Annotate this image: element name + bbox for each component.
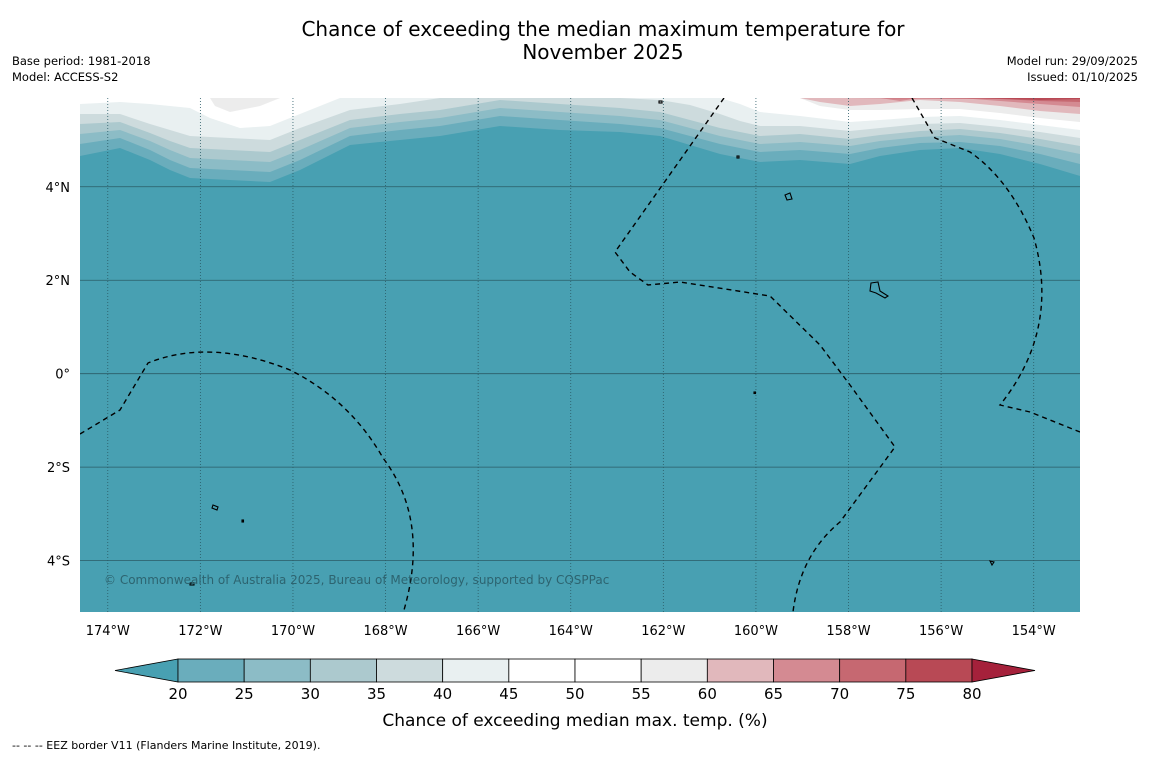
title-line-2: November 2025 bbox=[522, 40, 684, 64]
longitude-label: 164°W bbox=[549, 624, 593, 639]
colorbar-title: Chance of exceeding median max. temp. (%… bbox=[382, 711, 767, 731]
islands bbox=[189, 100, 995, 586]
graticule bbox=[80, 98, 1080, 612]
colorbar-bin bbox=[905, 658, 973, 683]
colorbar-tick-label: 35 bbox=[367, 685, 386, 703]
colorbar-tick-label: 80 bbox=[962, 685, 981, 703]
colorbar-tick-label: 30 bbox=[301, 685, 320, 703]
colorbar-tick-label: 25 bbox=[235, 685, 254, 703]
island-outline bbox=[189, 582, 195, 586]
island-outline bbox=[241, 519, 245, 523]
longitude-label: 154°W bbox=[1012, 624, 1056, 639]
copyright-notice: © Commonwealth of Australia 2025, Bureau… bbox=[104, 573, 609, 587]
colorbar bbox=[114, 658, 1036, 683]
eez-border-central bbox=[614, 98, 896, 612]
issued-date: Issued: 01/10/2025 bbox=[1027, 70, 1138, 84]
island-outline bbox=[784, 192, 793, 201]
colorbar-bin bbox=[243, 658, 311, 683]
ocean-below-20-fill bbox=[80, 98, 1080, 612]
eez-border-east bbox=[911, 98, 1080, 433]
colorbar-ticks: 20 25 30 35 40 45 50 55 60 65 70 75 80 bbox=[168, 685, 981, 703]
colorbar-tick-label: 40 bbox=[433, 685, 452, 703]
model-name: Model: ACCESS-S2 bbox=[12, 70, 119, 84]
island-outline bbox=[753, 391, 757, 395]
eez-border-west bbox=[80, 351, 414, 611]
eez-borders bbox=[80, 98, 1080, 612]
band-60-65 bbox=[800, 98, 1080, 114]
map-title: Chance of exceeding the median maximum t… bbox=[0, 18, 1150, 64]
colorbar-bin bbox=[839, 658, 907, 683]
base-period: Base period: 1981-2018 bbox=[12, 54, 151, 68]
colorbar-bin bbox=[309, 658, 377, 683]
colorbar-bin bbox=[773, 658, 841, 683]
colorbar-above-arrow bbox=[971, 658, 1036, 683]
island-outline bbox=[869, 281, 890, 299]
colorbar-bin bbox=[376, 658, 444, 683]
island-outline bbox=[988, 560, 995, 567]
band-55-60 bbox=[80, 98, 1080, 122]
latitude-label: 2°N bbox=[46, 274, 71, 289]
latitude-labels: 4°N 2°N 0° 2°S 4°S bbox=[46, 181, 71, 570]
model-run-date: Model run: 29/09/2025 bbox=[1006, 54, 1138, 68]
longitude-label: 166°W bbox=[456, 624, 500, 639]
map-plot-area: © Commonwealth of Australia 2025, Bureau… bbox=[80, 98, 1080, 612]
longitude-label: 158°W bbox=[826, 624, 870, 639]
longitude-label: 170°W bbox=[271, 624, 315, 639]
colorbar-tick-label: 60 bbox=[698, 685, 717, 703]
colorbar-bin bbox=[706, 658, 774, 683]
latitude-label: 0° bbox=[55, 368, 70, 383]
colorbar-tick-label: 45 bbox=[499, 685, 518, 703]
run-info: Model run: 29/09/2025 Issued: 01/10/2025 bbox=[1007, 53, 1138, 85]
colorbar-tick-label: 55 bbox=[632, 685, 651, 703]
colorbar-tick-label: 65 bbox=[764, 685, 783, 703]
model-info: Base period: 1981-2018 Model: ACCESS-S2 bbox=[12, 53, 151, 85]
colorbar-tick-label: 70 bbox=[830, 685, 849, 703]
latitude-label: 4°N bbox=[46, 181, 71, 196]
colorbar-below-arrow bbox=[114, 658, 179, 683]
colorbar-bin bbox=[177, 658, 245, 683]
longitude-labels: 174°W 172°W 170°W 168°W 166°W 164°W 162°W 160°W… bbox=[86, 624, 1056, 639]
longitude-label: 160°W bbox=[734, 624, 778, 639]
colorbar-bin bbox=[442, 658, 510, 683]
latitude-label: 2°S bbox=[47, 461, 70, 476]
island-outline bbox=[658, 100, 663, 104]
latitude-label: 4°S bbox=[47, 555, 70, 570]
colorbar-tick-label: 50 bbox=[565, 685, 584, 703]
longitude-label: 174°W bbox=[86, 624, 130, 639]
title-line-1: Chance of exceeding the median maximum t… bbox=[301, 17, 905, 41]
colorbar-tick-label: 20 bbox=[168, 685, 187, 703]
eez-footnote: -- -- -- EEZ border V11 (Flanders Marine… bbox=[12, 739, 321, 752]
island-outline bbox=[736, 155, 740, 159]
band-65-70 bbox=[820, 98, 1080, 107]
island-outline bbox=[211, 504, 219, 511]
longitude-label: 168°W bbox=[363, 624, 407, 639]
colorbar-bin bbox=[574, 658, 642, 683]
band-75-80 bbox=[980, 98, 1080, 100]
colorbar-tick-label: 75 bbox=[896, 685, 915, 703]
longitude-label: 172°W bbox=[178, 624, 222, 639]
colorbar-bin bbox=[508, 658, 576, 683]
longitude-label: 162°W bbox=[641, 624, 685, 639]
colorbar-bin bbox=[640, 658, 708, 683]
longitude-label: 156°W bbox=[919, 624, 963, 639]
